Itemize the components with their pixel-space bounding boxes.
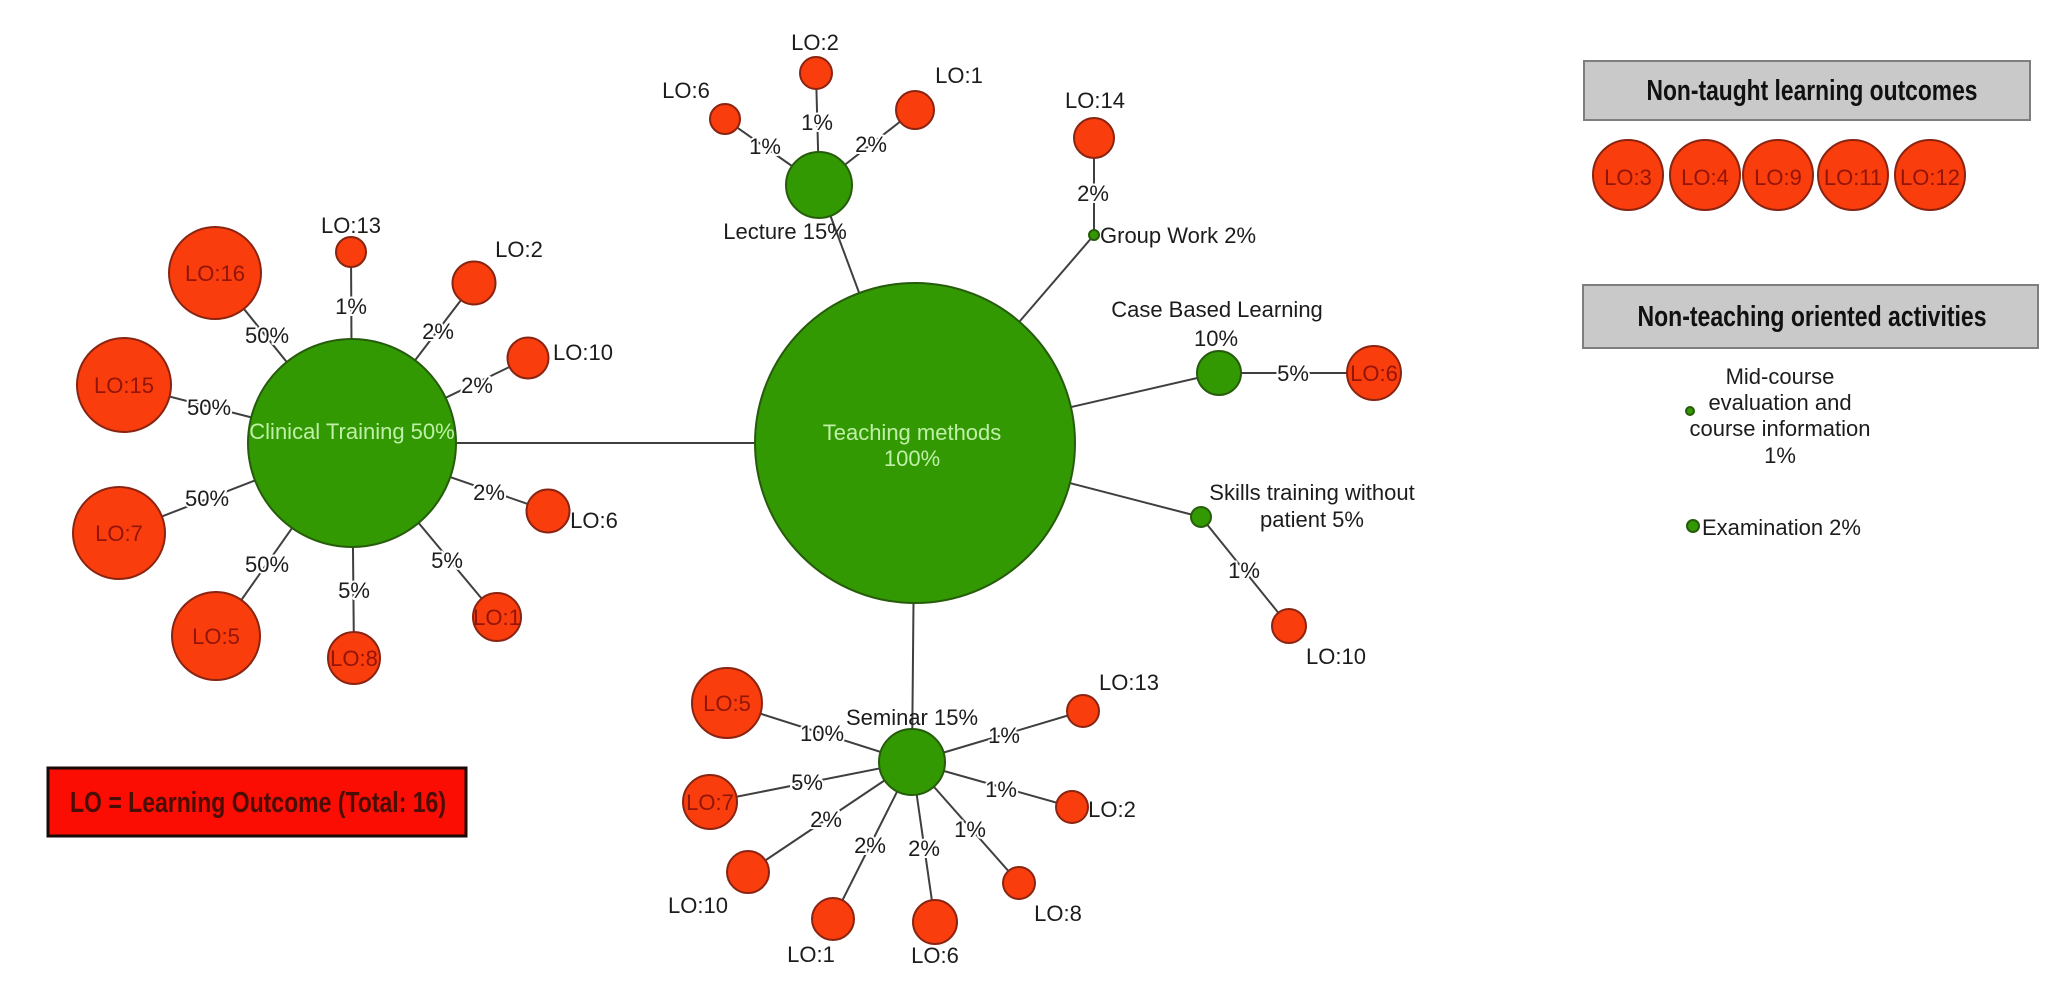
svg-text:100%: 100%: [884, 446, 940, 471]
svg-text:LO:2: LO:2: [791, 30, 839, 55]
svg-text:Teaching methods: Teaching methods: [823, 420, 1002, 445]
svg-text:LO:2: LO:2: [495, 237, 543, 262]
svg-text:LO:7: LO:7: [686, 790, 734, 815]
svg-text:2%: 2%: [854, 833, 886, 858]
svg-text:1%: 1%: [335, 294, 367, 319]
svg-text:LO:12: LO:12: [1900, 165, 1960, 190]
svg-text:LO:3: LO:3: [1604, 165, 1652, 190]
svg-text:LO:13: LO:13: [1099, 670, 1159, 695]
svg-text:Non-teaching oriented activiti: Non-teaching oriented activities: [1638, 301, 1987, 333]
svg-text:LO:5: LO:5: [703, 691, 751, 716]
svg-text:LO:1: LO:1: [935, 63, 983, 88]
svg-text:LO:15: LO:15: [94, 373, 154, 398]
svg-text:LO:5: LO:5: [192, 624, 240, 649]
svg-text:10%: 10%: [800, 721, 844, 746]
svg-text:50%: 50%: [245, 323, 289, 348]
svg-text:Group Work 2%: Group Work 2%: [1100, 223, 1256, 248]
svg-text:50%: 50%: [187, 395, 231, 420]
svg-text:LO:4: LO:4: [1681, 165, 1729, 190]
svg-text:2%: 2%: [1077, 181, 1109, 206]
svg-text:1%: 1%: [954, 817, 986, 842]
svg-text:5%: 5%: [431, 548, 463, 573]
svg-text:Non-taught learning outcomes: Non-taught learning outcomes: [1647, 75, 1978, 107]
svg-text:patient 5%: patient 5%: [1260, 507, 1364, 532]
svg-text:1%: 1%: [801, 110, 833, 135]
svg-text:LO:9: LO:9: [1754, 165, 1802, 190]
svg-text:LO:7: LO:7: [95, 521, 143, 546]
svg-text:2%: 2%: [908, 836, 940, 861]
svg-text:10%: 10%: [1194, 326, 1238, 351]
svg-text:1%: 1%: [985, 777, 1017, 802]
svg-text:5%: 5%: [791, 770, 823, 795]
svg-text:Mid-course: Mid-course: [1726, 364, 1835, 389]
svg-text:LO:6: LO:6: [570, 508, 618, 533]
svg-text:1%: 1%: [749, 134, 781, 159]
svg-text:2%: 2%: [810, 807, 842, 832]
svg-text:LO:1: LO:1: [473, 605, 521, 630]
svg-text:2%: 2%: [461, 373, 493, 398]
svg-text:50%: 50%: [185, 486, 229, 511]
svg-text:LO:13: LO:13: [321, 213, 381, 238]
svg-text:LO:10: LO:10: [1306, 644, 1366, 669]
svg-text:LO:6: LO:6: [911, 943, 959, 968]
svg-text:LO = Learning Outcome (Total:: LO = Learning Outcome (Total: 16): [70, 787, 446, 819]
svg-text:LO:1: LO:1: [787, 942, 835, 967]
svg-text:5%: 5%: [338, 578, 370, 603]
svg-text:Examination 2%: Examination 2%: [1702, 515, 1861, 540]
svg-text:LO:8: LO:8: [330, 646, 378, 671]
svg-text:LO:10: LO:10: [553, 340, 613, 365]
svg-text:1%: 1%: [1228, 558, 1260, 583]
svg-text:Skills training without: Skills training without: [1209, 480, 1414, 505]
svg-text:LO:6: LO:6: [662, 78, 710, 103]
svg-text:LO:16: LO:16: [185, 261, 245, 286]
svg-text:LO:6: LO:6: [1350, 361, 1398, 386]
svg-text:Case Based Learning: Case Based Learning: [1111, 297, 1323, 322]
svg-text:2%: 2%: [422, 319, 454, 344]
svg-text:course information: course information: [1690, 416, 1871, 441]
svg-text:evaluation and: evaluation and: [1708, 390, 1851, 415]
svg-text:2%: 2%: [473, 480, 505, 505]
svg-text:1%: 1%: [988, 723, 1020, 748]
svg-text:LO:14: LO:14: [1065, 88, 1125, 113]
svg-text:50%: 50%: [245, 552, 289, 577]
svg-text:1%: 1%: [1764, 443, 1796, 468]
svg-text:Lecture 15%: Lecture 15%: [723, 219, 847, 244]
svg-text:2%: 2%: [855, 132, 887, 157]
svg-text:5%: 5%: [1277, 361, 1309, 386]
svg-text:LO:2: LO:2: [1088, 797, 1136, 822]
svg-text:Clinical Training 50%: Clinical Training 50%: [249, 419, 454, 444]
svg-text:LO:11: LO:11: [1824, 165, 1882, 190]
svg-text:LO:10: LO:10: [668, 893, 728, 918]
svg-text:Seminar 15%: Seminar 15%: [846, 705, 978, 730]
svg-text:LO:8: LO:8: [1034, 901, 1082, 926]
